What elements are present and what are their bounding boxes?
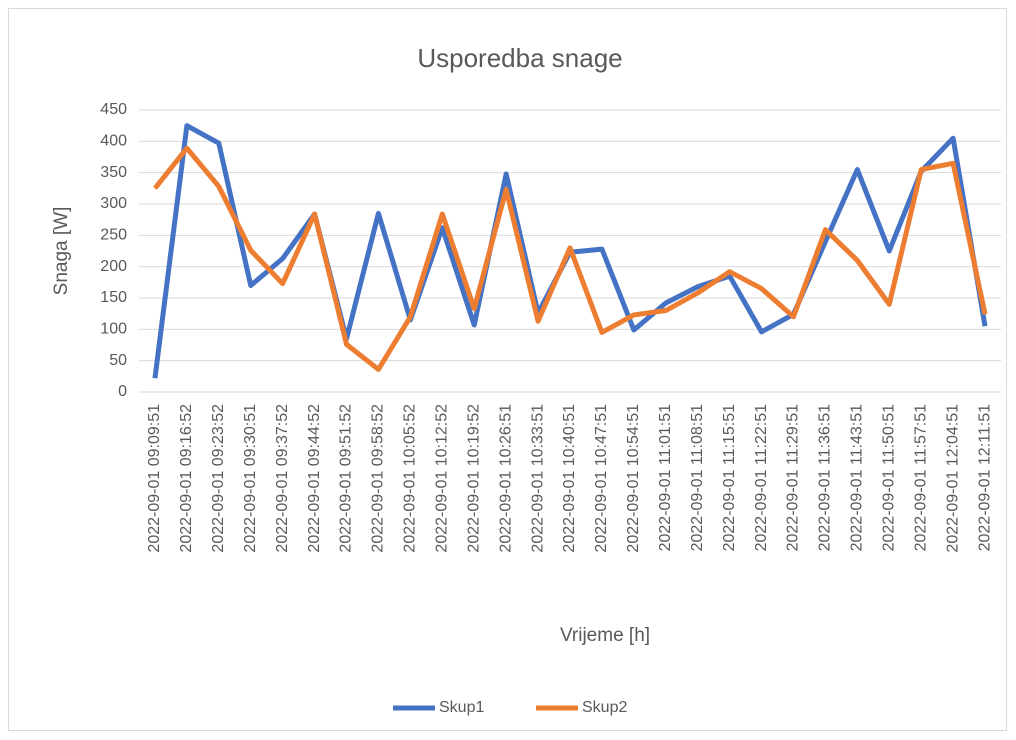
legend-label: Skup1 [439, 699, 484, 716]
x-tick-label: 2022-09-01 09:51:52 [338, 404, 355, 553]
y-tick-label: 350 [100, 164, 127, 181]
chart-frame [8, 8, 1007, 731]
x-tick-label: 2022-09-01 11:50:51 [880, 404, 897, 551]
x-tick-label: 2022-09-01 11:36:51 [817, 404, 834, 551]
x-tick-label: 2022-09-01 11:22:51 [753, 404, 770, 551]
x-tick-label: 2022-09-01 10:12:52 [434, 404, 451, 553]
x-tick-label: 2022-09-01 12:04:51 [944, 404, 961, 553]
y-tick-label: 150 [100, 289, 127, 306]
x-tick-label: 2022-09-01 10:40:51 [561, 404, 578, 553]
x-tick-label: 2022-09-01 09:37:52 [274, 404, 291, 553]
y-tick-label: 300 [100, 195, 127, 212]
x-tick-label: 2022-09-01 09:16:52 [178, 404, 195, 553]
series-line [153, 145, 988, 372]
legend-label: Skup2 [582, 699, 627, 716]
x-tick-label: 2022-09-01 11:57:51 [912, 404, 929, 551]
x-tick-label: 2022-09-01 09:58:52 [370, 404, 387, 553]
x-tick-label: 2022-09-01 09:30:51 [242, 404, 259, 553]
x-tick-label: 2022-09-01 10:33:51 [529, 404, 546, 553]
y-tick-label: 450 [100, 101, 127, 118]
x-tick-label: 2022-09-01 11:29:51 [785, 404, 802, 551]
x-tick-label: 2022-09-01 10:05:52 [402, 404, 419, 553]
y-tick-label: 0 [118, 383, 127, 400]
x-axis-title: Vrijeme [h] [560, 625, 650, 646]
x-tick-label: 2022-09-01 10:19:52 [465, 404, 482, 553]
y-tick-label: 50 [109, 352, 127, 369]
chart-title: Usporedba snage [417, 43, 622, 73]
x-tick-label: 2022-09-01 09:09:51 [146, 404, 163, 553]
y-tick-label: 400 [100, 133, 127, 150]
y-tick-label: 200 [100, 258, 127, 275]
x-tick-label: 2022-09-01 11:43:51 [849, 404, 866, 551]
x-tick-label: 2022-09-01 10:47:51 [593, 404, 610, 553]
x-tick-label: 2022-09-01 11:15:51 [721, 404, 738, 551]
x-tick-label: 2022-09-01 10:54:51 [625, 404, 642, 553]
y-tick-label: 100 [100, 321, 127, 338]
x-tick-label: 2022-09-01 09:44:52 [306, 404, 323, 553]
y-axis-title: Snaga [W] [51, 207, 72, 296]
x-tick-label: 2022-09-01 10:26:51 [497, 404, 514, 553]
x-tick-label: 2022-09-01 11:08:51 [689, 404, 706, 551]
x-tick-label: 2022-09-01 12:11:51 [976, 404, 993, 551]
x-tick-label: 2022-09-01 09:23:52 [210, 404, 227, 553]
x-tick-label: 2022-09-01 11:01:51 [657, 404, 674, 551]
y-tick-label: 250 [100, 227, 127, 244]
